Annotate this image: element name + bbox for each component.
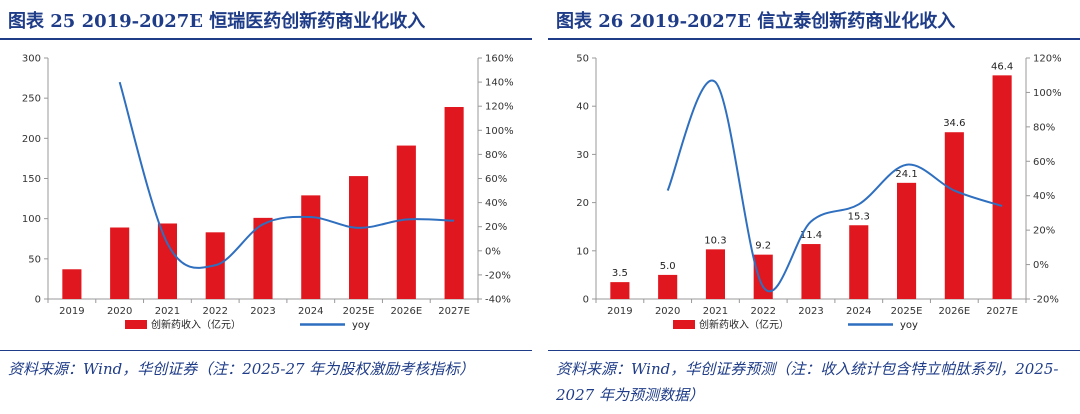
bar-data-label: 24.1: [895, 169, 917, 180]
legend-bar-swatch: [125, 320, 147, 329]
x-tick-label: 2024: [298, 306, 323, 317]
right-tick-label: 80%: [1033, 122, 1055, 133]
right-tick-label: 40%: [485, 198, 507, 209]
revenue-bar: [62, 269, 82, 299]
right-tick-label: 0%: [1033, 260, 1049, 271]
left-chart-title-bar: 图表 25 2019-2027E 恒瑞医药创新药商业化收入: [0, 0, 532, 40]
revenue-bar: [253, 217, 273, 299]
left-tick-label: 100: [22, 214, 41, 225]
right-tick-label: -20%: [1033, 295, 1059, 306]
right-source-divider: [548, 350, 1080, 351]
left-tick-label: 200: [22, 134, 41, 145]
x-tick-label: 2024: [846, 306, 871, 317]
bar-data-label: 5.0: [660, 261, 676, 272]
left-tick-label: 30: [576, 150, 589, 161]
revenue-bar: [110, 227, 130, 299]
revenue-bar: [753, 254, 773, 299]
revenue-bar: [897, 182, 917, 299]
bar-data-label: 9.2: [755, 241, 771, 252]
right-tick-label: -20%: [485, 270, 511, 281]
legend-bar-label: 创新药收入（亿元）: [699, 318, 789, 331]
left-chart-title: 图表 25 2019-2027E 恒瑞医药创新药商业化收入: [8, 11, 426, 32]
revenue-bar: [444, 107, 464, 300]
legend-bar-label: 创新药收入（亿元）: [151, 318, 241, 331]
x-tick-label: 2023: [250, 306, 275, 317]
x-tick-label: 2020: [655, 306, 680, 317]
x-tick-label: 2020: [107, 306, 132, 317]
revenue-bar: [801, 244, 821, 299]
left-source-divider: [0, 350, 532, 351]
legend-line-label: yoy: [352, 320, 370, 331]
left-tick-label: 300: [22, 54, 41, 65]
right-tick-label: 100%: [485, 126, 514, 137]
left-tick-label: 20: [576, 198, 589, 209]
revenue-bar: [705, 249, 725, 299]
right-tick-label: 20%: [485, 222, 507, 233]
left-chart-source: 资料来源：Wind，华创证券（注：2025-27 年为股权激励考核指标）: [8, 360, 475, 378]
right-tick-label: 60%: [1033, 157, 1055, 168]
revenue-bar: [301, 195, 321, 299]
x-tick-label: 2022: [202, 306, 227, 317]
left-tick-label: 10: [576, 246, 589, 257]
left-tick-label: 50: [28, 254, 41, 265]
left-chart: 0 50 100 150 200 250 300 -40% -20% 0% 20% 40% 60% 80%…: [22, 54, 514, 332]
right-tick-label: 140%: [485, 78, 514, 89]
right-tick-label: 80%: [485, 150, 507, 161]
right-chart-title: 图表 26 2019-2027E 信立泰创新药商业化收入: [556, 11, 956, 32]
left-tick-label: 0: [583, 295, 589, 306]
bar-data-label: 15.3: [848, 211, 870, 222]
x-tick-label: 2019: [59, 306, 84, 317]
x-tick-label: 2023: [798, 306, 823, 317]
revenue-bar: [944, 132, 964, 299]
right-tick-label: -40%: [485, 295, 511, 306]
x-tick-label: 2025E: [343, 306, 375, 317]
right-chart-panel: 图表 26 2019-2027E 信立泰创新药商业化收入 0 10 20 30 40 50…: [548, 0, 1080, 414]
bar-data-label: 11.4: [800, 230, 822, 241]
right-tick-label: 20%: [1033, 226, 1055, 237]
left-tick-label: 150: [22, 174, 41, 185]
right-tick-label: 0%: [485, 246, 501, 257]
left-tick-label: 0: [35, 295, 41, 306]
right-chart-source: 资料来源：Wind，华创证券预测（注：收入统计包含特立帕肽系列，2025-202…: [556, 360, 1059, 404]
revenue-bar: [610, 282, 630, 299]
revenue-bar: [992, 75, 1012, 300]
legend-bar-swatch: [673, 320, 695, 329]
x-tick-label: 2026E: [390, 306, 422, 317]
right-tick-label: 100%: [1033, 88, 1062, 99]
bar-data-label: 34.6: [943, 118, 965, 129]
left-tick-label: 250: [22, 94, 41, 105]
left-tick-label: 50: [576, 54, 589, 65]
x-tick-label: 2027E: [986, 306, 1018, 317]
right-chart: 0 10 20 30 40 50 -20% 0% 20% 40% 60% 80% 100% 120% 201…: [576, 54, 1062, 332]
yoy-line: [118, 81, 455, 269]
x-tick-label: 2027E: [438, 306, 470, 317]
revenue-bar: [396, 145, 416, 299]
right-tick-label: 120%: [1033, 54, 1062, 65]
revenue-bar: [349, 176, 369, 299]
x-tick-label: 2021: [155, 306, 180, 317]
right-chart-title-bar: 图表 26 2019-2027E 信立泰创新药商业化收入: [548, 0, 1080, 40]
right-tick-label: 160%: [485, 54, 514, 65]
x-tick-label: 2025E: [891, 306, 923, 317]
x-tick-label: 2019: [607, 306, 632, 317]
revenue-bar: [157, 223, 177, 299]
right-tick-label: 120%: [485, 102, 514, 113]
right-tick-label: 60%: [485, 174, 507, 185]
left-chart-panel: 图表 25 2019-2027E 恒瑞医药创新药商业化收入 0 50 100 150 2…: [0, 0, 532, 414]
revenue-bar: [658, 274, 678, 299]
legend-line-label: yoy: [900, 320, 918, 331]
yoy-line: [666, 79, 1003, 293]
x-tick-label: 2021: [703, 306, 728, 317]
bar-data-label: 46.4: [991, 61, 1013, 72]
bar-data-label: 3.5: [612, 268, 628, 279]
bar-data-label: 10.3: [704, 235, 726, 246]
x-tick-label: 2022: [750, 306, 775, 317]
right-tick-label: 40%: [1033, 191, 1055, 202]
x-tick-label: 2026E: [938, 306, 970, 317]
left-tick-label: 40: [576, 102, 589, 113]
revenue-bar: [849, 225, 869, 299]
